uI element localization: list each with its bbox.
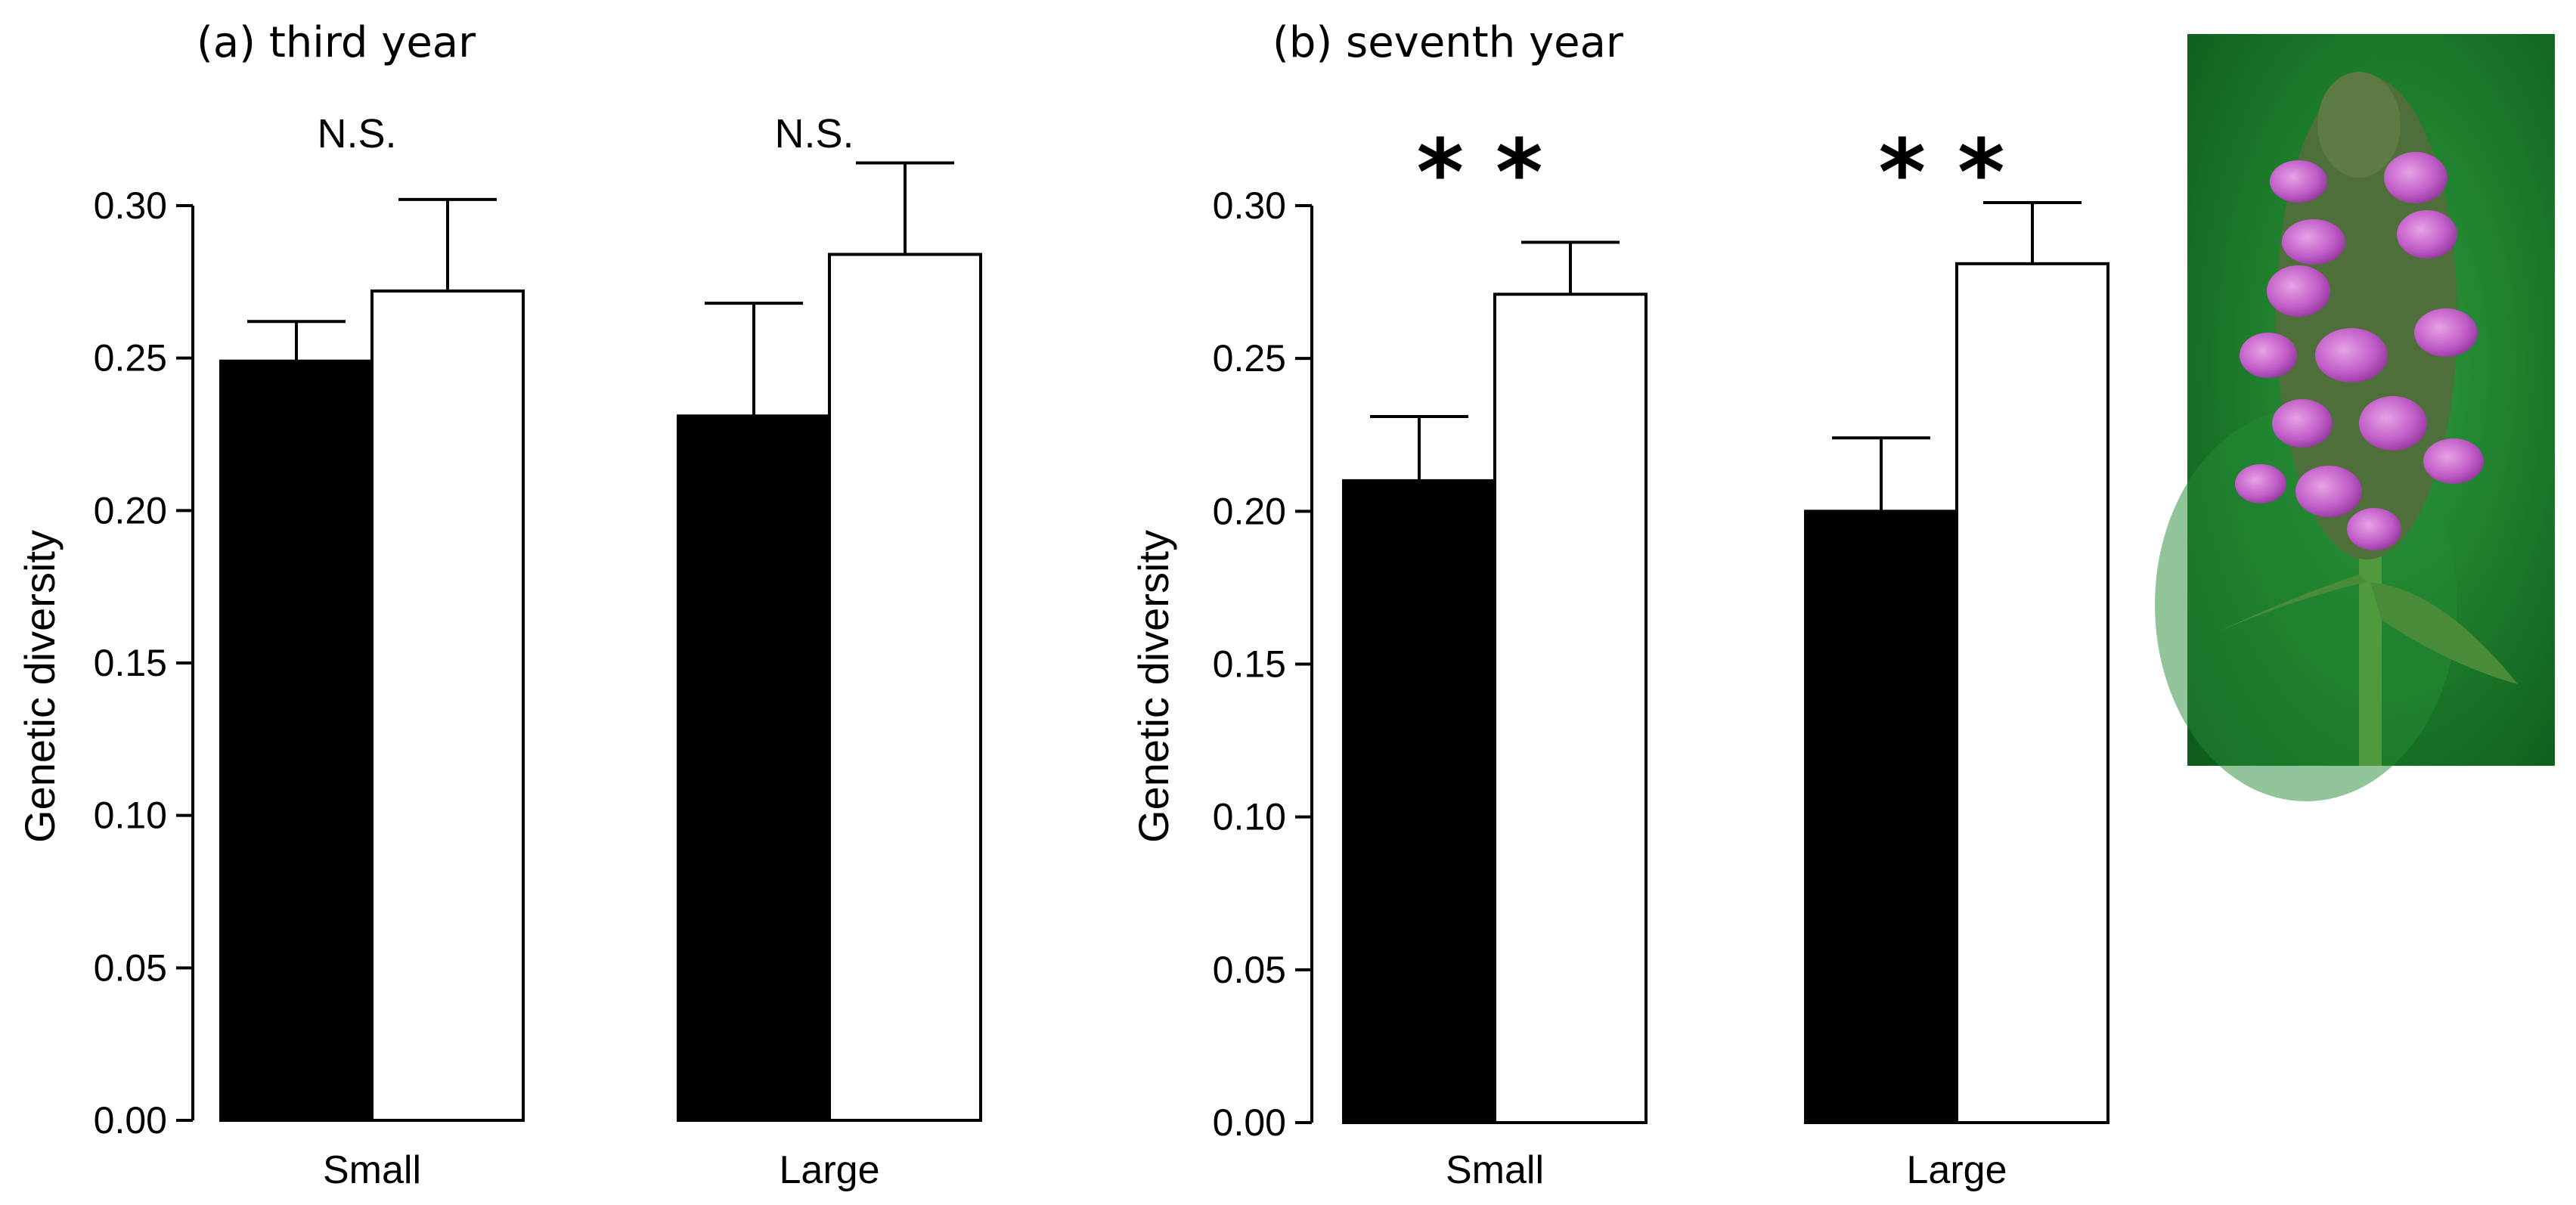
- panel-b-y-axis: 0.00 0.05 0.10 0.15 0.20 0.25 0.30: [1213, 184, 1313, 1144]
- y-tick-label: 0.10: [1213, 796, 1286, 838]
- panel-a-annotations: N.S. N.S.: [317, 111, 854, 156]
- y-tick-label: 0.05: [94, 946, 167, 989]
- category-label-small: Small: [323, 1148, 421, 1192]
- flower-photo-icon: [2155, 34, 2555, 801]
- panel-a-y-axis: 0.00 0.05 0.10 0.15 0.20 0.25 0.30: [94, 184, 194, 1141]
- panel-a-ylabel: Genetic diversity: [16, 530, 64, 843]
- panel-a-title: (a) third year: [197, 18, 476, 67]
- panel-third-year: (a) third year Genetic diversity 0.000.0…: [16, 18, 982, 1192]
- y-tick-label: 0.10: [94, 795, 167, 837]
- bar-black-large: [677, 414, 831, 1122]
- bar-black-small: [1342, 479, 1496, 1124]
- bar-white-large: [1955, 262, 2109, 1124]
- significance-annotation: N.S.: [317, 111, 396, 156]
- y-tick-label: 0.15: [94, 642, 167, 684]
- panel-b-categories: Small Large: [1446, 1148, 2007, 1192]
- significance-annotation: * *: [1878, 121, 2004, 226]
- panel-seventh-year: (b) seventh year Genetic diversity 0.000…: [1130, 18, 2109, 1192]
- panel-a-categories: Small Large: [323, 1148, 880, 1192]
- y-tick-label: 0.00: [1213, 1101, 1286, 1144]
- category-label-small: Small: [1446, 1148, 1544, 1192]
- panel-b-title: (b) seventh year: [1273, 18, 1624, 67]
- y-tick-label: 0.20: [94, 489, 167, 531]
- panel-b-annotations: * * * *: [1416, 121, 2004, 226]
- y-tick-label: 0.05: [1213, 949, 1286, 991]
- bar-black-large: [1804, 510, 1958, 1124]
- y-tick-label: 0.30: [1213, 184, 1286, 227]
- panel-b-ylabel: Genetic diversity: [1130, 530, 1177, 843]
- category-label-large: Large: [780, 1148, 880, 1192]
- y-tick-label: 0.25: [1213, 337, 1286, 379]
- y-tick-label: 0.25: [94, 337, 167, 379]
- y-tick-label: 0.30: [94, 184, 167, 227]
- y-tick-label: 0.00: [94, 1099, 167, 1141]
- significance-annotation: N.S.: [774, 111, 854, 156]
- bar-white-small: [370, 289, 525, 1122]
- significance-annotation: * *: [1416, 121, 1542, 226]
- bar-black-small: [219, 359, 374, 1122]
- y-tick-label: 0.20: [1213, 490, 1286, 532]
- panel-b-bars: [1342, 200, 2109, 1124]
- bar-white-small: [1493, 293, 1648, 1124]
- category-label-large: Large: [1907, 1148, 2007, 1192]
- panel-a-bars: [219, 161, 982, 1122]
- y-tick-label: 0.15: [1213, 643, 1286, 686]
- bar-white-large: [828, 252, 982, 1122]
